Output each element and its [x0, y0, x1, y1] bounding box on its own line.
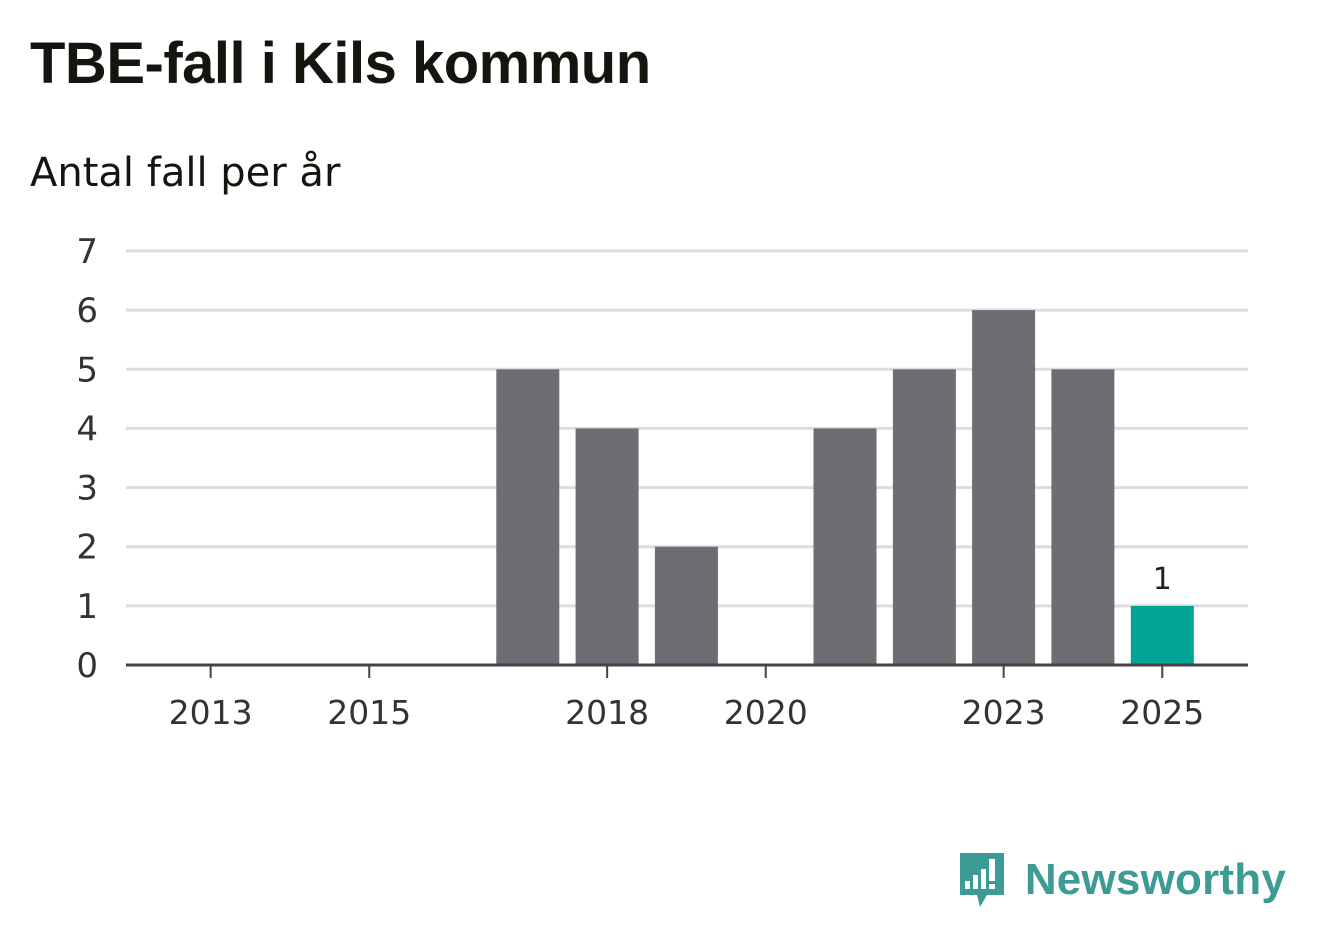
x-tick-label: 2020 — [724, 693, 808, 732]
newsworthy-logo-icon — [959, 853, 1004, 907]
y-tick-label: 4 — [76, 409, 98, 449]
brand-name: Newsworthy — [1024, 855, 1286, 904]
bars — [496, 310, 1194, 665]
x-tick-label: 2013 — [169, 693, 253, 732]
chart-subtitle: Antal fall per år — [30, 150, 341, 196]
x-tick-label: 2015 — [327, 693, 411, 732]
y-tick-label: 6 — [76, 291, 98, 331]
y-tick-label: 0 — [76, 646, 98, 686]
tick-labels: 0 1 2 3 4 5 6 7 1 2013 2015 2018 2020 2023 2025 — [76, 232, 1204, 732]
x-tick-label: 2018 — [565, 693, 649, 732]
bar-2025 — [1130, 605, 1194, 665]
chart-title: TBE-fall i Kils kommun — [30, 31, 651, 96]
bar-2021 — [813, 428, 877, 665]
bar-2017 — [496, 369, 560, 665]
newsworthy-brand[interactable]: Newsworthy — [957, 851, 1286, 909]
y-tick-label: 7 — [76, 232, 98, 272]
y-tick-label: 5 — [76, 350, 98, 390]
x-axis — [126, 663, 1248, 678]
bar-2019 — [654, 546, 718, 665]
y-tick-label: 3 — [76, 469, 98, 509]
x-tick-label: 2023 — [962, 693, 1046, 732]
x-tick-label: 2025 — [1120, 693, 1204, 732]
y-tick-label: 2 — [76, 528, 98, 568]
bar-2022 — [892, 369, 956, 665]
bar-chart: 0 1 2 3 4 5 6 7 1 2013 2015 2018 2020 2023 2025 — [76, 232, 1248, 732]
bar-2023 — [972, 310, 1036, 665]
bar-2024 — [1051, 369, 1115, 665]
bar-2018 — [575, 428, 639, 665]
y-tick-label: 1 — [76, 587, 98, 627]
data-label: 1 — [1153, 562, 1172, 597]
